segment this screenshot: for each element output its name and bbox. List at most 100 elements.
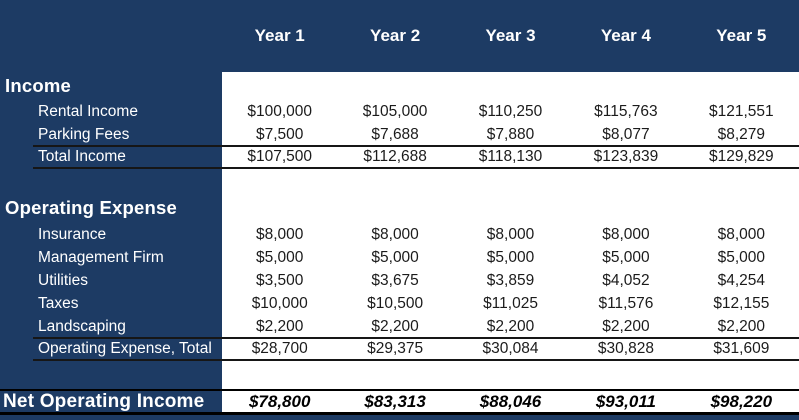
cell-value: $8,000 [486,225,535,243]
cell-value: $110,250 [478,102,543,120]
cell-value: $10,500 [367,294,424,312]
noi-value: $88,046 [479,391,542,411]
cell-value: $30,084 [482,340,539,357]
row-label: Landscaping [38,317,126,335]
cell-value: $8,000 [371,225,419,243]
cell-value: $4,254 [717,271,766,289]
cell-value: $10,000 [251,294,308,312]
section-row-cells [222,192,799,223]
noi-value: $78,800 [248,391,311,411]
row-value-cells: $8,000 $8,000 $8,000 $8,000 $8,000 [222,223,799,246]
row-value-cells: $2,200 $2,200 $2,200 $2,200 $2,200 [222,315,799,338]
spacer-label-cell [0,168,222,192]
row-value-cells: $28,700 $29,375 $30,084 $30,828 $31,609 [222,338,799,360]
row-value-cells: $10,000 $10,500 $11,025 $11,576 $12,155 [222,292,799,315]
cell-value: $7,688 [371,125,419,143]
cell-value: $2,200 [486,317,535,335]
row-label: Utilities [38,271,88,289]
cell-value: $29,375 [367,340,424,357]
cell-value: $2,200 [255,317,304,335]
cell-value: $31,609 [713,340,770,357]
year-header: Year 2 [370,26,421,45]
cell-value: $5,000 [717,248,766,266]
total-row: Operating Expense, Total $28,700 $29,375 $3… [0,337,799,361]
section-row-cells [222,72,799,100]
cell-value: $115,763 [594,102,658,120]
cell-value: $8,000 [717,225,766,243]
year-header: Year 4 [600,26,651,45]
cell-value: $5,000 [255,248,304,266]
row-value-cells: $107,500 $112,688 $118,130 $123,839 $129,829 [222,146,799,168]
cell-value: $2,200 [602,317,650,335]
noi-value: $98,220 [710,391,773,411]
table-row: Taxes $10,000 $10,500 $11,025 $11,576 $12,155 [0,292,799,315]
total-row: Total Income $107,500 $112,688 $118,130 $123… [0,145,799,169]
cell-value: $3,500 [255,271,304,289]
table-row: Management Firm $5,000 $5,000 $5,000 $5,000 $… [0,246,799,269]
cell-value: $3,675 [371,271,419,289]
cell-value: $5,000 [371,248,419,266]
cell-value: $2,200 [371,317,419,335]
row-label: Parking Fees [38,125,130,143]
year-header-cells: Year 1 Year 2 Year 3 Year 4 Year 5 [222,0,799,72]
noi-value: $93,011 [595,391,657,411]
cell-value: $8,000 [602,225,650,243]
cell-value: $8,000 [255,225,304,243]
row-value-cells: $100,000 $105,000 $110,250 $115,763 $121,551 [222,100,799,123]
row-value-cells: $5,000 $5,000 $5,000 $5,000 $5,000 [222,246,799,269]
noi-label: Net Operating Income [3,390,205,412]
cell-value: $30,828 [597,340,654,357]
section-row: Income [0,72,799,100]
row-label: Management Firm [38,248,164,266]
row-value-cells: $3,500 $3,675 $3,859 $4,052 $4,254 [222,269,799,292]
table-row: Insurance $8,000 $8,000 $8,000 $8,000 $8,000 [0,223,799,246]
table-row: Utilities $3,500 $3,675 $3,859 $4,052 $4,254 [0,269,799,292]
cell-value: $7,880 [486,125,535,143]
cell-value: $105,000 [362,102,428,120]
cell-value: $11,576 [598,294,654,312]
table-row: Rental Income $100,000 $105,000 $110,250 $11… [0,100,799,123]
cell-value: $3,859 [486,271,535,289]
cell-value: $12,155 [713,294,770,312]
spacer-cells [222,168,799,192]
header-corner-spacer [0,0,222,72]
cell-value: $2,200 [717,317,766,335]
spacer-label-cell [0,360,222,389]
row-label: Taxes [38,294,79,312]
year-header: Year 3 [485,26,536,45]
table-body: Income Rental Income $100,000 $105,000 $110,… [0,72,799,389]
cell-value: $5,000 [602,248,650,266]
section-title: Operating Expense [5,196,178,218]
row-label: Rental Income [38,102,138,120]
row-label: Insurance [38,225,107,243]
row-label: Operating Expense, Total [38,340,212,357]
cell-value: $11,025 [483,294,538,312]
cell-value: $28,700 [251,340,308,357]
cell-value: $4,052 [602,271,650,289]
cell-value: $8,077 [602,125,650,143]
section-title: Income [5,75,71,96]
spacer-row [0,168,799,192]
year-header: Year 1 [254,26,305,45]
year-header: Year 5 [716,26,767,45]
net-operating-income-row: Net Operating Income $78,800 $83,313 $88,0… [0,389,799,415]
cell-value: $121,551 [709,102,774,120]
cell-value: $112,688 [363,148,427,165]
spacer-cells [222,360,799,389]
noi-value: $83,313 [364,391,426,411]
cell-value: $123,839 [593,148,659,165]
row-label: Total Income [38,148,126,165]
cell-value: $5,000 [486,248,535,266]
cell-value: $7,500 [255,125,304,143]
table-row: Parking Fees $7,500 $7,688 $7,880 $8,077 $8,2… [0,123,799,146]
section-row: Operating Expense [0,192,799,223]
cell-value: $118,130 [478,148,543,165]
table-row: Landscaping $2,200 $2,200 $2,200 $2,200 $2,20… [0,315,799,338]
cell-value: $107,500 [247,148,313,165]
year-header-row: Year 1 Year 2 Year 3 Year 4 Year 5 [0,0,799,72]
spacer-row [0,360,799,389]
row-value-cells: $7,500 $7,688 $7,880 $8,077 $8,279 [222,123,799,146]
cell-value: $129,829 [709,148,774,165]
cell-value: $100,000 [247,102,313,120]
